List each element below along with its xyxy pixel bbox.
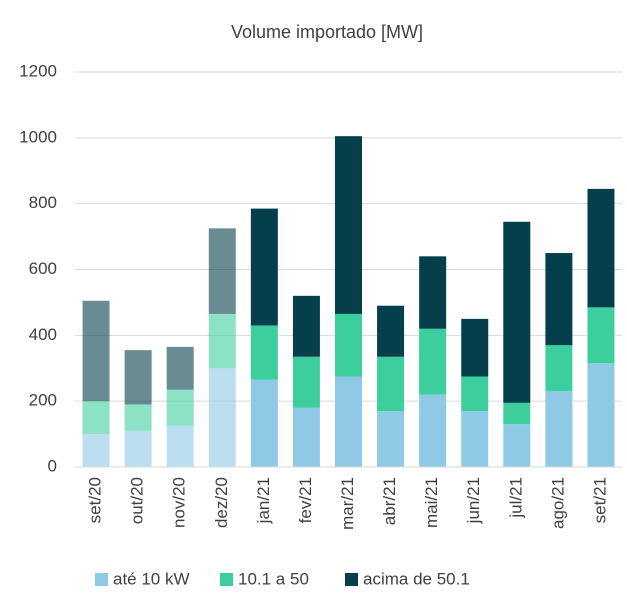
bar-segment xyxy=(377,411,405,467)
chart-title: Volume importado [MW] xyxy=(231,22,423,42)
y-tick-label: 0 xyxy=(48,456,57,475)
bar-segment xyxy=(124,350,152,405)
x-tick-label: mai/21 xyxy=(422,477,441,528)
bar-segment xyxy=(208,368,236,467)
bar-segment xyxy=(377,305,405,357)
bar-segment xyxy=(335,136,362,314)
bar-segment xyxy=(461,318,489,377)
bar-segment xyxy=(545,345,573,392)
bar-segment xyxy=(82,300,110,402)
bar-segment xyxy=(166,425,194,467)
bar-segment xyxy=(292,407,320,467)
bar-segment xyxy=(124,404,152,431)
legend-label: acima de 50.1 xyxy=(363,569,470,588)
bar-segment xyxy=(82,401,110,435)
y-tick-label: 400 xyxy=(29,325,57,344)
bar-segment xyxy=(208,313,236,369)
bar-segment xyxy=(250,379,278,467)
bar-segment xyxy=(208,228,236,314)
bar-segment xyxy=(419,394,447,467)
bar-segment xyxy=(503,221,531,403)
x-tick-label: set/20 xyxy=(86,477,105,523)
x-tick-label: abr/21 xyxy=(380,477,399,525)
bar-segment xyxy=(545,253,573,346)
bar-segment xyxy=(587,307,615,364)
bar-segment xyxy=(250,325,278,380)
bar-segment xyxy=(166,389,194,426)
x-tick-label: jun/21 xyxy=(464,477,483,524)
y-tick-label: 800 xyxy=(29,193,57,212)
x-tick-label: set/21 xyxy=(590,477,609,523)
bar-segment xyxy=(461,411,489,467)
x-tick-label: ago/21 xyxy=(548,477,567,529)
bar-segment xyxy=(250,208,278,326)
legend-swatch xyxy=(95,573,108,586)
bar-segment xyxy=(335,376,362,467)
bar-segment xyxy=(587,188,615,308)
x-tick-label: mar/21 xyxy=(338,477,357,530)
bar-segment xyxy=(292,356,320,408)
bar-segment xyxy=(419,256,447,329)
x-tick-label: fev/21 xyxy=(296,477,315,523)
bar-segment xyxy=(335,313,362,377)
bar-segment xyxy=(587,363,615,467)
legend-swatch xyxy=(220,573,233,586)
y-tick-label: 600 xyxy=(29,259,57,278)
bar-segment xyxy=(166,346,194,390)
bar-segment xyxy=(124,430,152,467)
bar-segment xyxy=(545,391,573,467)
y-tick-label: 1200 xyxy=(19,61,57,80)
legend-swatch xyxy=(345,573,358,586)
bar-segment xyxy=(419,328,447,395)
y-tick-label: 1000 xyxy=(19,127,57,146)
legend-label: 10.1 a 50 xyxy=(238,569,309,588)
x-tick-label: out/20 xyxy=(128,477,147,524)
bar-segment xyxy=(82,434,110,467)
x-tick-label: dez/20 xyxy=(212,477,231,528)
legend-label: até 10 kW xyxy=(113,569,190,588)
x-tick-label: nov/20 xyxy=(170,477,189,528)
bar-segment xyxy=(377,356,405,412)
x-tick-label: jan/21 xyxy=(254,477,273,524)
bar-segment xyxy=(503,402,531,425)
bar-segment xyxy=(503,424,531,467)
bar-segment xyxy=(292,295,320,357)
y-tick-label: 200 xyxy=(29,391,57,410)
x-tick-label: jul/21 xyxy=(506,477,525,519)
bar-segment xyxy=(461,376,489,412)
